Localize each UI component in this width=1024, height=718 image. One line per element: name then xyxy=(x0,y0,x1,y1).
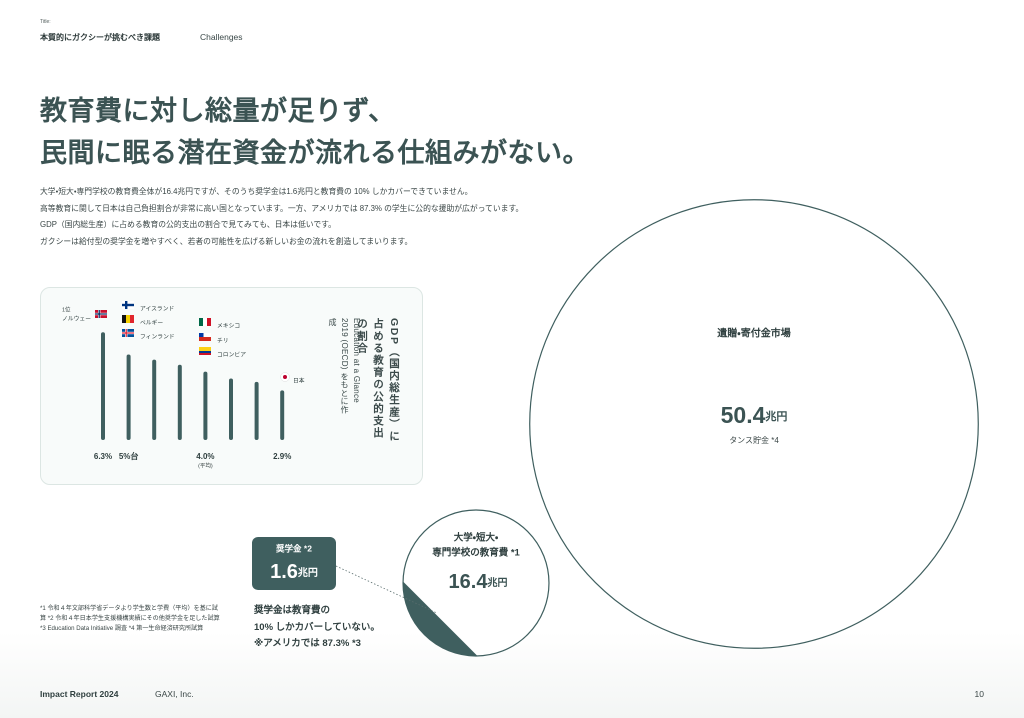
note: 奨学金は教育費の 10% しかカバーしていない。 ※アメリカでは 87.3% *3 xyxy=(254,603,380,653)
flag-part xyxy=(283,375,287,379)
flag xyxy=(122,315,134,323)
chart-source: Education at a Glance 2019 (OECD) をもとに作成 xyxy=(328,318,361,414)
flag-part xyxy=(130,315,134,323)
flag-part xyxy=(199,333,211,337)
headline-line: 教育費に対し総量が足りず、 xyxy=(40,96,396,126)
footnote: *4 第一生命経済研究所試算 xyxy=(128,625,204,632)
amount-unit: 兆円 xyxy=(487,576,507,589)
page-number: 10 xyxy=(974,689,984,699)
footnote: *3 Education Data Initiative 調査 xyxy=(40,625,128,632)
paragraph-line: ガクシーは給付型の奨学金を増やすべく、若者の可能性を広げる新しいお金の流れを創造… xyxy=(40,236,413,246)
bar xyxy=(177,364,182,440)
category-label: 日本 xyxy=(293,377,305,385)
flag-part xyxy=(199,318,203,326)
flag xyxy=(199,318,211,326)
value-label: 2.9% xyxy=(273,452,291,461)
flag-part xyxy=(207,318,211,326)
flag xyxy=(199,333,211,341)
footnote: *1 令和４年文部科学省データより学生数と学費（平均）を基に試算 xyxy=(40,605,218,622)
circle-label: 大学・短大・ xyxy=(454,532,498,544)
amount-unit: 兆円 xyxy=(298,566,318,579)
footnote: *2 令和４年日本学生支援機構実績にその他奨学金を足した試算 xyxy=(47,615,220,622)
amount-unit: 兆円 xyxy=(765,409,787,423)
flag-part xyxy=(199,351,211,353)
note-line: 奨学金は教育費の xyxy=(254,605,331,616)
circle-sub: タンス貯金 *4 xyxy=(729,435,779,445)
flag-part xyxy=(199,337,211,341)
flag xyxy=(95,310,107,318)
footer-company: GAXI, Inc. xyxy=(155,689,194,699)
value-label: 4.0% xyxy=(196,452,214,461)
flag-part xyxy=(95,313,107,315)
category-label: チリ xyxy=(217,338,229,345)
header-subtitle: Challenges xyxy=(200,32,243,42)
flag-part xyxy=(199,347,211,351)
value-label: 6.3% xyxy=(94,452,112,461)
average-label: (平均) xyxy=(198,461,213,469)
flag-part xyxy=(122,332,134,334)
amount-value: 1.6 xyxy=(270,561,298,583)
bar xyxy=(126,354,131,440)
paragraph-line: 大学・短大・専門学校の教育費全体が16.4兆円ですが、そのうち奨学金は1.6兆円… xyxy=(40,187,473,196)
market-circle xyxy=(529,199,979,649)
headline: 教育費に対し総量が足りず、民間に眠る潜在資金が流れる仕組みがない。 xyxy=(40,90,590,174)
flag xyxy=(122,301,134,309)
note-line: 10% しかカバーしていない。 xyxy=(254,621,380,633)
callout-amount: 1.6兆円 xyxy=(270,561,318,583)
category-label: フィンランド xyxy=(140,334,175,341)
flag-part xyxy=(122,303,134,307)
circle-label: 専門学校の教育費 *1 xyxy=(432,547,520,559)
header-label: Title: xyxy=(40,19,51,25)
flag xyxy=(122,329,134,337)
bar xyxy=(101,332,105,440)
footnotes: *1 令和４年文部科学省データより学生数と学費（平均）を基に試算 *2 令和４年… xyxy=(40,604,222,634)
header-title: 本質的にガクシーが挑むべき課題 xyxy=(40,33,160,42)
bar xyxy=(280,390,285,440)
category-label: コロンビア xyxy=(217,351,246,359)
category-label: メキシコ xyxy=(217,323,240,330)
bar xyxy=(229,378,233,440)
amount-value: 50.4 xyxy=(721,402,766,428)
bar xyxy=(203,371,208,440)
callout-label: 奨学金 *2 xyxy=(275,543,312,553)
callout-box xyxy=(252,537,336,590)
rank-label: 1位 xyxy=(62,305,71,313)
bar xyxy=(254,381,259,440)
category-label: アイスランド xyxy=(140,306,175,313)
chart-title: GDP（国内総生産）に占める教育の公的支出の割合 xyxy=(356,318,400,443)
footer-report: Impact Report 2024 xyxy=(40,689,119,699)
scholarship-segment xyxy=(403,581,478,656)
amount: 50.4兆円 xyxy=(721,402,788,428)
circle-label: 遺贈・寄付金市場 xyxy=(717,327,790,340)
bar xyxy=(152,359,157,440)
paragraph: 大学・短大・専門学校の教育費全体が16.4兆円ですが、そのうち奨学金は1.6兆円… xyxy=(40,184,523,250)
flag-part xyxy=(122,315,126,323)
flag xyxy=(280,372,290,382)
flag-part xyxy=(199,333,204,337)
amount-value: 16.4 xyxy=(449,571,489,593)
value-label: 5%台 xyxy=(119,451,139,461)
note-line: ※アメリカでは 87.3% *3 xyxy=(254,638,361,649)
amount: 16.4兆円 xyxy=(449,571,508,593)
category-label: ベルギー xyxy=(140,320,163,327)
paragraph-line: GDP（国内総生産）に占める教育の公的支出の割合で見てみても、日本は低いです。 xyxy=(40,220,336,229)
flag-part xyxy=(126,315,130,323)
category-label: ノルウェー xyxy=(62,315,91,323)
connector xyxy=(335,565,437,614)
headline-line: 民間に眠る潜在資金が流れる仕組みがない。 xyxy=(40,138,590,168)
paragraph-line: 高等教育に関して日本は自己負担割合が非常に高い国となっています。一方、アメリカで… xyxy=(40,203,524,213)
flag xyxy=(199,347,211,355)
flag-part xyxy=(199,353,211,355)
flag-part xyxy=(203,318,207,326)
